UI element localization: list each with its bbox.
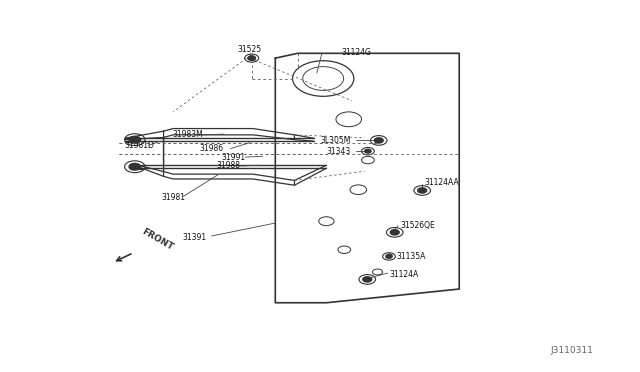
Circle shape (129, 137, 141, 143)
Circle shape (374, 138, 383, 143)
Circle shape (386, 254, 392, 258)
Text: 31124G: 31124G (341, 48, 371, 57)
Circle shape (248, 56, 255, 60)
Text: 31135A: 31135A (396, 252, 426, 261)
Text: J3110311: J3110311 (551, 346, 594, 355)
Text: 31986: 31986 (200, 144, 223, 153)
Text: 31124A: 31124A (389, 270, 418, 279)
Text: 31526QE: 31526QE (401, 221, 435, 230)
Text: 3L305M: 3L305M (320, 136, 351, 145)
Text: 31391: 31391 (182, 232, 206, 242)
Text: 31983M: 31983M (172, 129, 203, 139)
Circle shape (390, 230, 399, 235)
Circle shape (418, 188, 427, 193)
Text: 31981D: 31981D (124, 141, 154, 150)
Text: 31991: 31991 (221, 153, 246, 161)
Text: FRONT: FRONT (140, 227, 174, 251)
Circle shape (129, 163, 141, 170)
Text: 31525: 31525 (237, 45, 262, 54)
Circle shape (365, 149, 371, 153)
Text: 31981: 31981 (161, 193, 185, 202)
Text: 31988: 31988 (217, 161, 241, 170)
Text: 31124AA: 31124AA (424, 178, 459, 187)
Text: 31343: 31343 (326, 147, 351, 155)
Circle shape (363, 277, 372, 282)
